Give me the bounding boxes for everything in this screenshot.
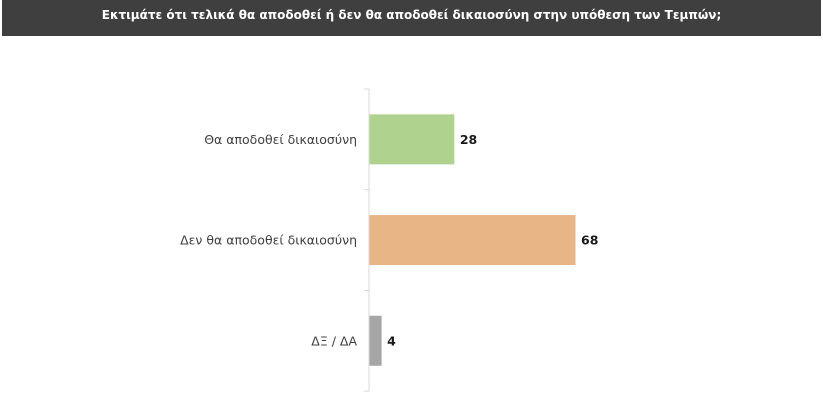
data-label: 4 <box>387 333 396 348</box>
category-label: ΔΞ / ΔΑ <box>311 333 357 348</box>
chart-title-bar: Εκτιμάτε ότι τελικά θα αποδοθεί ή δεν θα… <box>2 0 821 36</box>
bar-3 <box>369 315 382 366</box>
bar-1 <box>369 114 455 165</box>
bar-2 <box>369 215 576 266</box>
category-label: Θα αποδοθεί δικαιοσύνη <box>204 132 357 147</box>
data-label: 68 <box>581 233 598 248</box>
data-label: 28 <box>460 132 477 147</box>
category-label: Δεν θα αποδοθεί δικαιοσύνη <box>180 233 357 248</box>
chart-title: Εκτιμάτε ότι τελικά θα αποδοθεί ή δεν θα… <box>101 8 722 22</box>
